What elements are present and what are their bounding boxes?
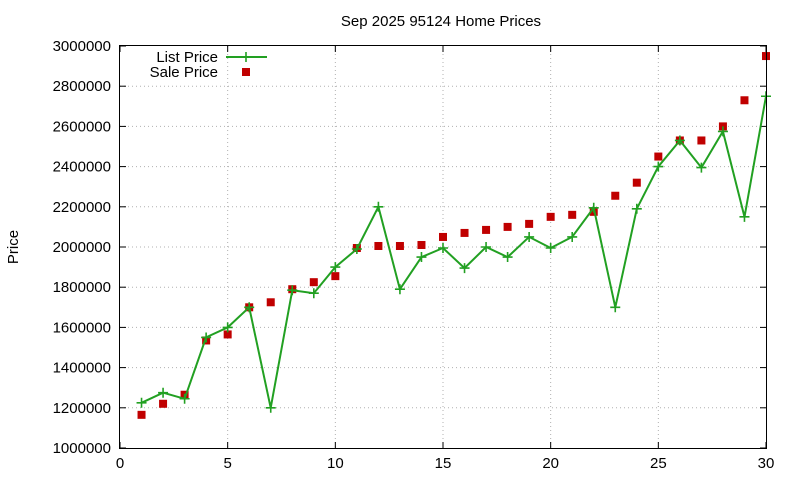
list-price-point: [674, 135, 685, 146]
list-price-point: [179, 393, 190, 404]
list-price-point: [502, 252, 513, 263]
x-tick-label: 15: [435, 455, 452, 472]
list-price-point: [330, 262, 341, 273]
sale-price-point: [568, 210, 577, 219]
y-axis-label: Price: [5, 230, 22, 264]
x-tick-label: 5: [223, 455, 231, 472]
sale-price-point: [460, 228, 469, 237]
legend-label-list-price: List Price: [156, 49, 218, 66]
list-price-point: [416, 252, 427, 263]
y-tick-label: 2400000: [53, 159, 111, 176]
series-layer: [136, 52, 771, 419]
list-price-point: [653, 161, 664, 172]
x-tick-label: 30: [758, 455, 775, 472]
legend-marker-sale-price: [242, 68, 250, 76]
sale-price-point: [137, 410, 146, 419]
x-tick-label: 0: [116, 455, 124, 472]
list-price-point: [696, 162, 707, 173]
y-tick-label: 2800000: [53, 78, 111, 95]
list-price-point: [201, 332, 212, 343]
y-tick-label: 1400000: [53, 360, 111, 377]
sale-price-point: [482, 225, 491, 234]
list-price-point: [567, 231, 578, 242]
y-tick-label: 1000000: [53, 440, 111, 457]
sale-price-point: [159, 399, 168, 408]
legend-label-sale-price: Sale Price: [150, 64, 218, 81]
sale-price-point: [632, 178, 641, 187]
list-price-point: [244, 302, 255, 313]
list-price-point: [610, 302, 621, 313]
plot-frame: [119, 45, 767, 449]
list-price-point: [588, 202, 599, 213]
sale-price-point: [740, 96, 749, 105]
x-tick-label: 25: [650, 455, 667, 472]
axis-ticks: 0 5 10 15 20 25 30 1000000 1200000 1400000 1600000…: [53, 38, 775, 472]
sale-price-point: [439, 232, 447, 241]
y-tick-label: 3000000: [53, 38, 111, 55]
sale-price-point: [374, 241, 383, 250]
sale-price-point: [503, 222, 512, 231]
y-tick-label: 2000000: [53, 239, 111, 256]
sale-price-point: [417, 240, 426, 249]
sale-price-point: [331, 272, 340, 281]
list-price-point: [545, 243, 556, 254]
sale-price-point: [654, 152, 663, 161]
y-tick-label: 1800000: [53, 279, 111, 296]
list-price-point: [351, 244, 362, 255]
y-tick-label: 2200000: [53, 199, 111, 216]
x-tick-label: 10: [327, 455, 344, 472]
list-price-point: [136, 397, 147, 408]
list-price-point: [438, 243, 448, 254]
list-price-point: [287, 285, 298, 296]
chart-title: Sep 2025 95124 Home Prices: [341, 13, 541, 30]
list-price-point: [394, 284, 405, 295]
list-price-point: [481, 242, 492, 252]
sale-price-point: [309, 278, 318, 287]
sale-price-point: [611, 191, 620, 200]
list-price-line: [141, 96, 767, 409]
sale-price-point: [697, 136, 706, 145]
x-tick-label: 20: [542, 455, 559, 472]
list-price-point: [459, 263, 470, 274]
list-price-point: [739, 211, 750, 222]
list-price-point: [524, 231, 535, 242]
list-price-point: [308, 288, 319, 299]
list-price-point: [222, 322, 233, 333]
list-price-point: [631, 203, 642, 214]
list-price-point: [373, 201, 384, 212]
sale-price-point: [395, 241, 404, 250]
list-price-point: [265, 402, 276, 413]
sale-price-point: [266, 298, 275, 307]
sale-price-point: [546, 212, 555, 221]
y-tick-label: 2600000: [53, 118, 111, 135]
legend-marker-list-price: [241, 52, 251, 62]
sale-price-point: [525, 219, 534, 228]
y-tick-label: 1200000: [53, 400, 111, 417]
sale-price-point: [223, 330, 232, 339]
list-price-point: [158, 387, 169, 398]
list-price-point: [717, 126, 728, 137]
y-tick-label: 1600000: [53, 319, 111, 336]
sale-price-point: [718, 122, 727, 131]
